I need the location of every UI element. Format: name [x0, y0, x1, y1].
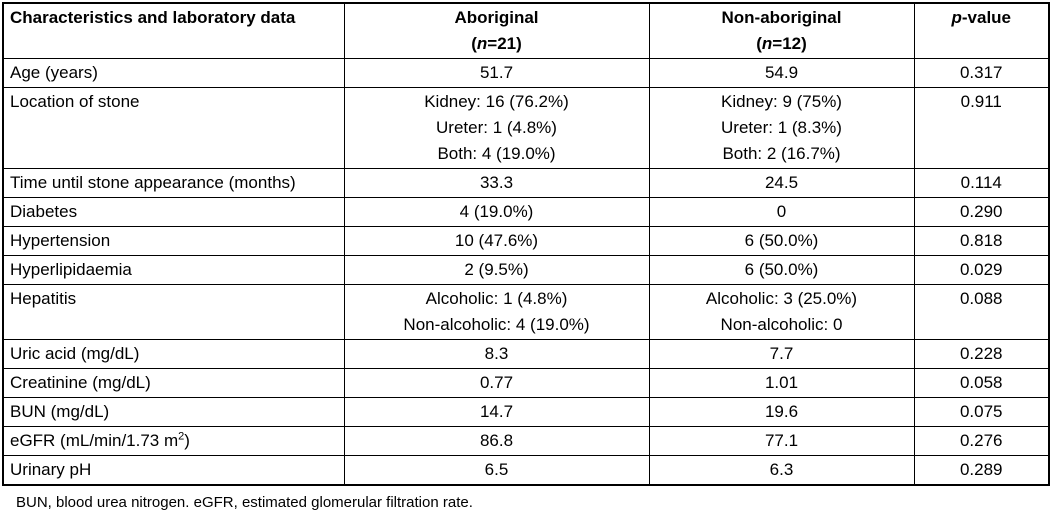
non-aboriginal-value: 0	[648, 197, 915, 227]
row-label: Hypertension	[2, 226, 345, 256]
header-aboriginal-count: (n=21)	[351, 31, 643, 57]
count-suffix: =12)	[772, 34, 807, 53]
label-pre: eGFR (mL/min/1.73 m	[10, 431, 179, 450]
table-row-bun: BUN (mg/dL) 14.7 19.6 0.075	[2, 397, 1050, 427]
table-row-hypertension: Hypertension 10 (47.6%) 6 (50.0%) 0.818	[2, 226, 1050, 256]
header-aboriginal: Aboriginal (n=21)	[343, 2, 650, 59]
table-row-urinary-ph: Urinary pH 6.5 6.3 0.289	[2, 455, 1050, 486]
table-row-time: Time until stone appearance (months) 33.…	[2, 168, 1050, 198]
header-non-aboriginal-name: Non-aboriginal	[721, 8, 842, 27]
row-label: Diabetes	[2, 197, 345, 227]
value-line: Non-alcoholic: 0	[720, 315, 843, 334]
value-line: Both: 4 (19.0%)	[437, 144, 556, 163]
non-aboriginal-value: 7.7	[648, 339, 915, 369]
aboriginal-value: 33.3	[343, 168, 650, 198]
value-line: Kidney: 9 (75%)	[721, 92, 842, 111]
p-rest: -value	[961, 8, 1012, 27]
aboriginal-value: 8.3	[343, 339, 650, 369]
n-italic: n	[476, 34, 488, 53]
non-aboriginal-value: 1.01	[648, 368, 915, 398]
table-row-hepatitis: Hepatitis Alcoholic: 1 (4.8%) Non-alcoho…	[2, 284, 1050, 340]
header-non-aboriginal: Non-aboriginal (n=12)	[648, 2, 915, 59]
p-value: 0.289	[913, 455, 1050, 486]
table-row-creatinine: Creatinine (mg/dL) 0.77 1.01 0.058	[2, 368, 1050, 398]
non-aboriginal-value: 6 (50.0%)	[648, 226, 915, 256]
value-line: Alcoholic: 1 (4.8%)	[425, 289, 568, 308]
row-label: BUN (mg/dL)	[2, 397, 345, 427]
non-aboriginal-value: 6.3	[648, 455, 915, 486]
table-footnote: BUN, blood urea nitrogen. eGFR, estimate…	[16, 494, 473, 511]
aboriginal-value: 86.8	[343, 426, 650, 456]
table-row-egfr: eGFR (mL/min/1.73 m2) 86.8 77.1 0.276	[2, 426, 1050, 456]
table-row-location: Location of stone Kidney: 16 (76.2%) Ure…	[2, 87, 1050, 169]
n-italic: n	[761, 34, 773, 53]
p-value: 0.818	[913, 226, 1050, 256]
p-value: 0.276	[913, 426, 1050, 456]
value-line: Alcoholic: 3 (25.0%)	[705, 289, 858, 308]
p-value: 0.029	[913, 255, 1050, 285]
value-line: Ureter: 1 (4.8%)	[436, 118, 557, 137]
row-label: Location of stone	[2, 87, 345, 169]
value-line: Non-alcoholic: 4 (19.0%)	[403, 315, 590, 334]
p-italic: p	[951, 8, 962, 27]
non-aboriginal-value: Alcoholic: 3 (25.0%) Non-alcoholic: 0	[648, 284, 915, 340]
table-row-hyperlipidaemia: Hyperlipidaemia 2 (9.5%) 6 (50.0%) 0.029	[2, 255, 1050, 285]
header-aboriginal-name: Aboriginal	[454, 8, 539, 27]
label-post: )	[184, 431, 190, 450]
aboriginal-value: 4 (19.0%)	[343, 197, 650, 227]
header-p-value: p-value	[913, 2, 1050, 59]
header-non-aboriginal-count: (n=12)	[656, 31, 908, 57]
non-aboriginal-value: Kidney: 9 (75%) Ureter: 1 (8.3%) Both: 2…	[648, 87, 915, 169]
paren: (	[756, 34, 762, 53]
p-value: 0.290	[913, 197, 1050, 227]
aboriginal-value: 51.7	[343, 58, 650, 88]
non-aboriginal-value: 54.9	[648, 58, 915, 88]
row-label: Urinary pH	[2, 455, 345, 486]
row-label: Hyperlipidaemia	[2, 255, 345, 285]
row-label: Creatinine (mg/dL)	[2, 368, 345, 398]
p-value: 0.911	[913, 87, 1050, 169]
aboriginal-value: 2 (9.5%)	[343, 255, 650, 285]
aboriginal-value: Alcoholic: 1 (4.8%) Non-alcoholic: 4 (19…	[343, 284, 650, 340]
p-value: 0.058	[913, 368, 1050, 398]
aboriginal-value: 6.5	[343, 455, 650, 486]
value-line: Kidney: 16 (76.2%)	[424, 92, 569, 111]
value-line: Both: 2 (16.7%)	[722, 144, 841, 163]
p-value: 0.114	[913, 168, 1050, 198]
aboriginal-value: 10 (47.6%)	[343, 226, 650, 256]
non-aboriginal-value: 77.1	[648, 426, 915, 456]
aboriginal-value: 0.77	[343, 368, 650, 398]
paren: (	[471, 34, 477, 53]
table-row-diabetes: Diabetes 4 (19.0%) 0 0.290	[2, 197, 1050, 227]
row-label: Hepatitis	[2, 284, 345, 340]
non-aboriginal-value: 24.5	[648, 168, 915, 198]
p-value: 0.075	[913, 397, 1050, 427]
row-label: Age (years)	[2, 58, 345, 88]
table-row-uric-acid: Uric acid (mg/dL) 8.3 7.7 0.228	[2, 339, 1050, 369]
row-label: Uric acid (mg/dL)	[2, 339, 345, 369]
row-label: eGFR (mL/min/1.73 m2)	[2, 426, 345, 456]
non-aboriginal-value: 6 (50.0%)	[648, 255, 915, 285]
aboriginal-value: 14.7	[343, 397, 650, 427]
label-superscript: 2	[178, 430, 185, 443]
p-value: 0.317	[913, 58, 1050, 88]
p-value: 0.228	[913, 339, 1050, 369]
header-characteristics: Characteristics and laboratory data	[2, 2, 345, 59]
characteristics-table: Characteristics and laboratory data Abor…	[2, 2, 1050, 486]
aboriginal-value: Kidney: 16 (76.2%) Ureter: 1 (4.8%) Both…	[343, 87, 650, 169]
row-label: Time until stone appearance (months)	[2, 168, 345, 198]
non-aboriginal-value: 19.6	[648, 397, 915, 427]
p-value: 0.088	[913, 284, 1050, 340]
table-row-age: Age (years) 51.7 54.9 0.317	[2, 58, 1050, 88]
header-row: Characteristics and laboratory data Abor…	[2, 2, 1050, 59]
value-line: Ureter: 1 (8.3%)	[721, 118, 842, 137]
count-suffix: =21)	[487, 34, 522, 53]
